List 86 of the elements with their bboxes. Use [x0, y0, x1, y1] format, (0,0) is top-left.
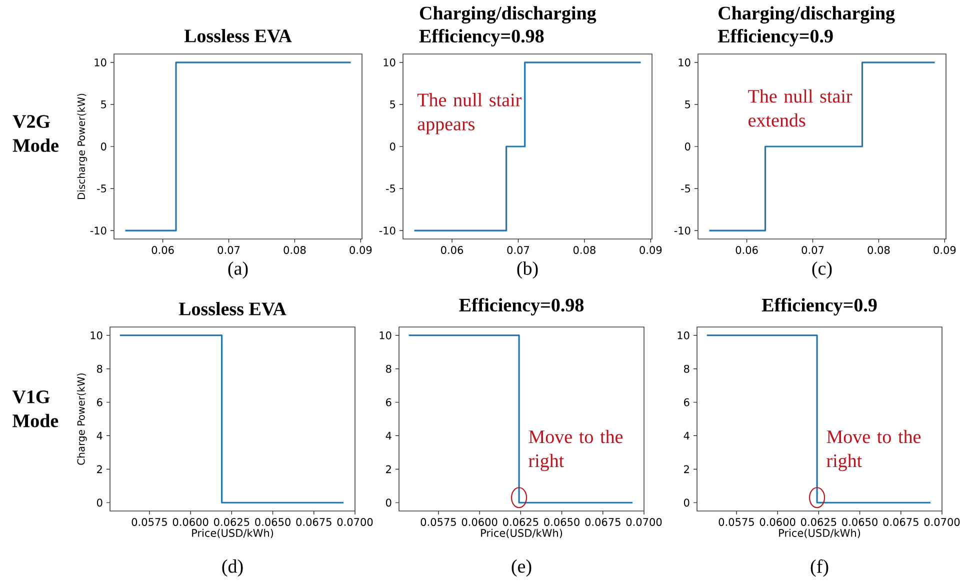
text: (c)	[812, 261, 832, 279]
y-tick-label: 10	[678, 331, 690, 340]
text: V2G Mode	[12, 115, 58, 152]
text: (f)	[810, 559, 828, 577]
x-tick-label: 0.07	[507, 246, 530, 254]
annotation: Move to the right	[528, 430, 623, 472]
y-tick-label: 0	[684, 498, 690, 507]
y-tick-label: 4	[386, 432, 392, 440]
annotation: The null stair appears	[417, 93, 522, 134]
y-tick-label: 0	[386, 498, 392, 507]
x-tick-label: 0.0675	[883, 518, 918, 526]
y-tick-label: 8	[386, 364, 392, 373]
x-tick-label: 0.08	[573, 246, 596, 254]
x-tick-label: 0.0700	[626, 518, 662, 526]
annotation: The null stair extends	[748, 89, 852, 127]
y-tick-label: 6	[684, 398, 690, 406]
y-tick-label: 5	[685, 100, 690, 108]
x-axis-title: Price(USD/kWh)	[192, 528, 274, 538]
text: (b)	[517, 261, 538, 279]
y-tick-label: -10	[379, 226, 396, 235]
chart-title: Efficiency=0.98	[459, 298, 584, 316]
y-tick-label: 10	[94, 58, 106, 66]
y-tick-label: -5	[386, 184, 396, 192]
annotation: Move to the right	[826, 430, 921, 472]
text: (a)	[228, 261, 248, 279]
text: (d)	[222, 559, 243, 577]
y-tick-label: 2	[684, 465, 689, 474]
y-tick-label: 4	[96, 432, 102, 440]
y-axis-title: Charge Power(kW)	[77, 373, 87, 465]
y-tick-label: 5	[390, 100, 396, 108]
y-tick-label: 5	[101, 100, 106, 108]
x-axis-title: Price(USD/kWh)	[779, 528, 860, 538]
y-tick-label: 0	[684, 142, 690, 150]
x-tick-label: 0.08	[284, 246, 306, 254]
x-tick-label: 0.0575	[718, 518, 754, 526]
y-tick-label: 0	[100, 142, 106, 150]
y-tick-label: 10	[90, 331, 102, 340]
chart-title: Lossless EVA	[178, 302, 286, 316]
y-tick-label: -5	[97, 184, 106, 192]
x-tick-label: 0.0625	[214, 518, 250, 526]
x-tick-label: 0.06	[441, 246, 464, 254]
x-tick-label: 0.0700	[924, 518, 960, 526]
x-tick-label: 0.0600	[760, 518, 796, 526]
y-tick-label: 0	[96, 498, 102, 507]
y-tick-label: 2	[97, 465, 102, 474]
y-tick-label: -10	[90, 226, 106, 235]
x-tick-label: 0.0600	[462, 518, 498, 526]
x-tick-label: 0.09	[350, 246, 372, 254]
y-tick-label: -10	[674, 226, 690, 235]
x-tick-label: 0.09	[934, 246, 956, 254]
chart-title: Efficiency=0.9	[762, 298, 877, 316]
y-tick-label: -5	[681, 184, 690, 192]
x-tick-label: 0.0600	[172, 518, 208, 526]
x-tick-label: 0.0575	[132, 518, 167, 526]
y-tick-label: 2	[386, 465, 391, 474]
text: (e)	[512, 559, 532, 577]
x-tick-label: 0.07	[218, 246, 240, 254]
x-tick-label: 0.0650	[544, 518, 580, 526]
y-tick-label: 8	[97, 364, 102, 373]
x-tick-label: 0.0650	[255, 518, 290, 526]
x-tick-label: 0.06	[736, 246, 758, 254]
y-axis-title: Discharge Power(kW)	[77, 94, 87, 199]
x-tick-label: 0.07	[802, 246, 824, 254]
chart-title: Lossless EVA	[184, 28, 292, 42]
x-tick-label: 0.08	[868, 246, 890, 254]
y-tick-label: 0	[390, 142, 396, 150]
x-tick-label: 0.0575	[420, 518, 456, 526]
x-tick-label: 0.0625	[503, 518, 538, 526]
x-axis-title: Price(USD/kWh)	[481, 528, 562, 538]
y-tick-label: 8	[684, 364, 690, 373]
x-tick-label: 0.09	[640, 246, 662, 254]
text: V1G Mode	[12, 390, 58, 428]
y-tick-label: 10	[678, 58, 690, 66]
x-tick-label: 0.0675	[585, 518, 620, 526]
y-tick-label: 10	[380, 331, 392, 340]
x-tick-label: 0.0700	[337, 518, 373, 526]
x-tick-label: 0.06	[152, 246, 174, 254]
chart-title: Charging/discharging Efficiency=0.98	[419, 6, 596, 46]
y-tick-label: 6	[97, 398, 102, 406]
y-tick-label: 4	[684, 432, 690, 440]
y-tick-label: 6	[386, 398, 392, 406]
x-tick-label: 0.0650	[842, 518, 878, 526]
chart-title: Charging/discharging Efficiency=0.9	[718, 6, 895, 46]
y-tick-label: 10	[384, 58, 396, 66]
x-tick-label: 0.0625	[801, 518, 836, 526]
x-tick-label: 0.0675	[296, 518, 332, 526]
